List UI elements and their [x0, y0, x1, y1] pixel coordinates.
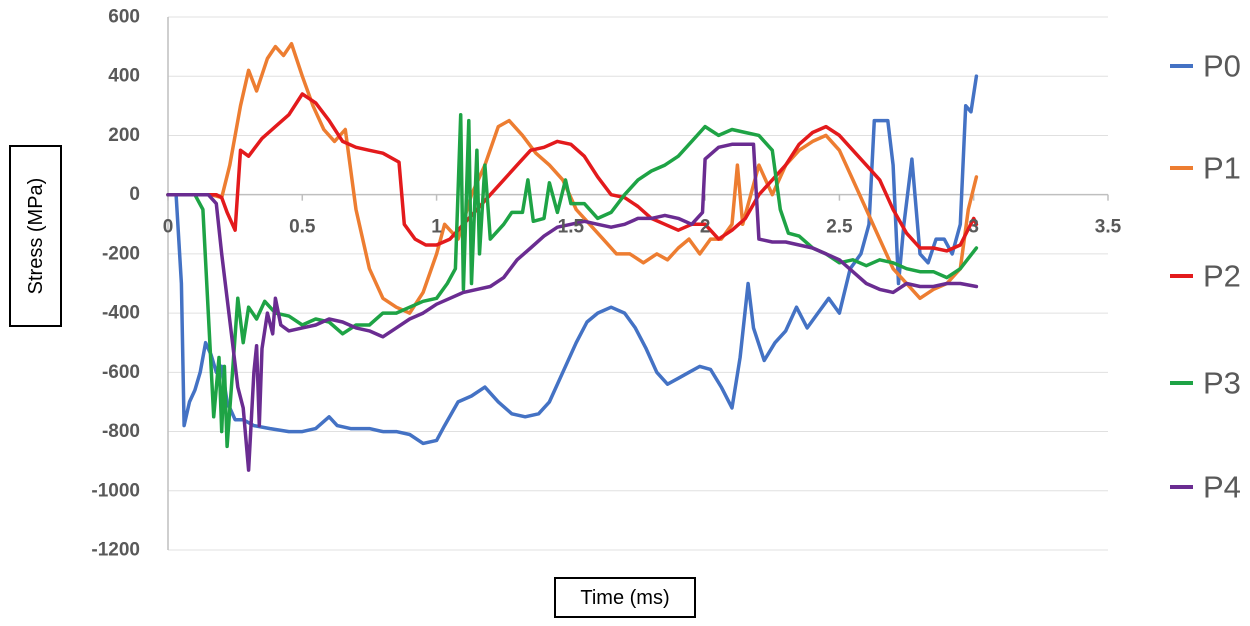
y-tick-label: -1200	[91, 540, 140, 561]
y-tick-label: -600	[102, 362, 140, 383]
x-tick-label: 0	[163, 217, 174, 238]
x-tick-label: 3	[968, 217, 979, 238]
x-tick-label: 1	[431, 217, 442, 238]
series-lines	[166, 41, 979, 472]
y-tick-label: 600	[108, 7, 140, 28]
y-tick-labels: 600 400 200 0 -200 -400 -600 -800 -1000 -1200	[91, 7, 140, 561]
y-tick-label: 400	[108, 66, 140, 87]
y-tick-label: -200	[102, 243, 140, 264]
x-axis-title: Time (ms)	[554, 577, 696, 618]
y-tick-label: 200	[108, 125, 140, 146]
x-axis-label: Time (ms)	[580, 587, 669, 609]
legend: P0 P1 P2 P3 P4	[1170, 49, 1241, 505]
series-line-p3	[166, 112, 979, 449]
x-tick-label: 0.5	[289, 217, 316, 238]
series-line-p0	[166, 74, 979, 446]
x-tick-label: 1.5	[558, 217, 585, 238]
y-tick-label: 0	[129, 184, 140, 205]
y-axis-label: Stress (MPa)	[25, 178, 47, 295]
x-axis-title-box	[554, 577, 696, 618]
series-line-p4	[166, 142, 979, 472]
y-tick-label: -1000	[91, 480, 140, 501]
legend-label-p3: P3	[1203, 366, 1241, 401]
x-tick-label: 2	[700, 217, 711, 238]
gridlines	[168, 16, 1108, 551]
series-line-p2	[166, 92, 979, 253]
x-tick-label: 2.5	[826, 217, 853, 238]
legend-label-p2: P2	[1203, 259, 1241, 294]
series-line-p1	[166, 41, 979, 315]
legend-label-p0: P0	[1203, 49, 1241, 84]
x-tick-label: 3.5	[1095, 217, 1122, 238]
y-axis-title-box	[9, 145, 62, 327]
y-tick-label: -400	[102, 303, 140, 324]
legend-label-p1: P1	[1203, 151, 1241, 186]
y-axis-title: Stress (MPa)	[9, 145, 62, 327]
x-tick-labels: 0 0.5 1 1.5 2 2.5 3 3.5	[163, 217, 1122, 238]
legend-label-p4: P4	[1203, 470, 1241, 505]
y-tick-label: -800	[102, 421, 140, 442]
